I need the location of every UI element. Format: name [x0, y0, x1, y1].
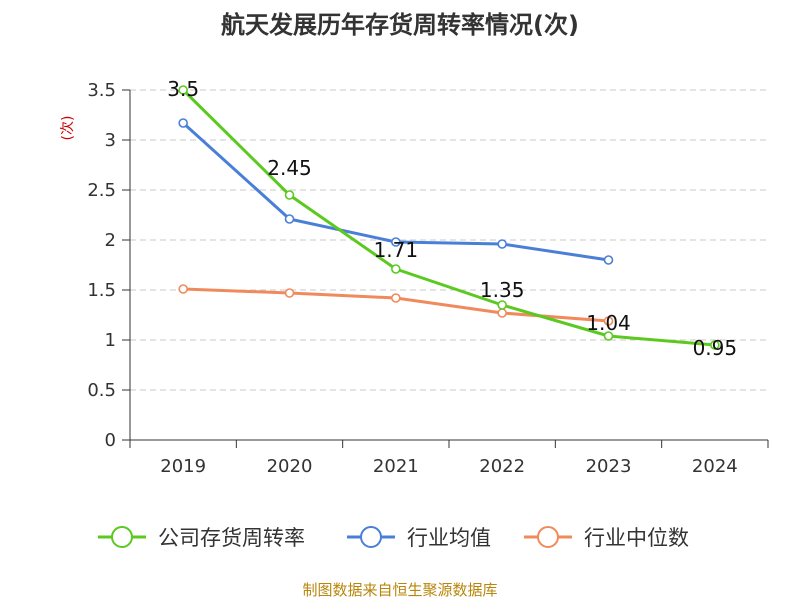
x-tick-label: 2020	[267, 456, 313, 477]
x-tick-label: 2022	[479, 456, 525, 477]
legend-label: 公司存货周转率	[158, 526, 305, 550]
y-axis-unit-label: (次)	[60, 116, 76, 141]
series-0-point	[178, 85, 188, 95]
data-labels: 3.5 2.45 1.71 1.35 1.04 0.95	[167, 77, 737, 360]
x-tick-label: 2024	[692, 456, 738, 477]
y-tick-label: 2	[105, 230, 116, 251]
series-1-point	[391, 237, 401, 247]
grid-lines	[130, 89, 768, 391]
series-2-point	[284, 288, 295, 298]
y-tick-label: 0.5	[87, 380, 116, 401]
series-1-point	[178, 118, 188, 128]
data-label: 1.04	[586, 311, 631, 335]
x-tick-label: 2019	[160, 456, 206, 477]
series-line-0	[181, 88, 717, 347]
y-tick-label: 1.5	[87, 280, 116, 301]
series-2-point	[391, 293, 401, 303]
plot-series	[178, 85, 720, 350]
series-1-point	[497, 239, 507, 249]
legend-swatch-marker	[537, 526, 559, 548]
series-2-point	[497, 308, 507, 318]
legend-swatch-marker	[360, 526, 382, 548]
legend: 公司存货周转率 行业均值 行业中位数	[98, 526, 689, 550]
data-label: 1.71	[374, 238, 419, 262]
data-label: 0.95	[693, 336, 738, 360]
x-tick-label: 2021	[373, 456, 419, 477]
legend-swatch-marker	[111, 526, 133, 548]
chart-title: 航天发展历年存货周转率情况(次)	[221, 11, 579, 39]
data-label: 2.45	[267, 156, 312, 180]
y-tick-label: 0	[105, 430, 116, 451]
source-note: 制图数据来自恒生聚源数据库	[302, 581, 497, 599]
data-label: 3.5	[167, 77, 199, 101]
y-tick-label: 2.5	[87, 180, 116, 201]
series-1-point	[284, 214, 295, 224]
y-tick-label: 1	[105, 330, 116, 351]
series-1-point	[603, 255, 614, 265]
legend-label: 行业均值	[407, 526, 491, 550]
series-0-point	[603, 331, 614, 341]
series-2-point	[603, 316, 614, 326]
series-2-point	[178, 284, 188, 294]
series-0-point	[284, 190, 295, 200]
x-tick-label: 2023	[586, 456, 632, 477]
y-tick-label: 3	[105, 130, 116, 151]
series-0-point	[710, 340, 720, 350]
axes: 0 0.5 1 1.5 2 2.5 3 3.5 2019 2020 2021 2022 2023 2024	[87, 80, 769, 477]
data-label: 1.35	[480, 278, 525, 302]
series-0-point	[497, 300, 507, 310]
series-0-point	[391, 264, 401, 274]
y-tick-label: 3.5	[87, 80, 116, 101]
legend-label: 行业中位数	[584, 526, 689, 550]
